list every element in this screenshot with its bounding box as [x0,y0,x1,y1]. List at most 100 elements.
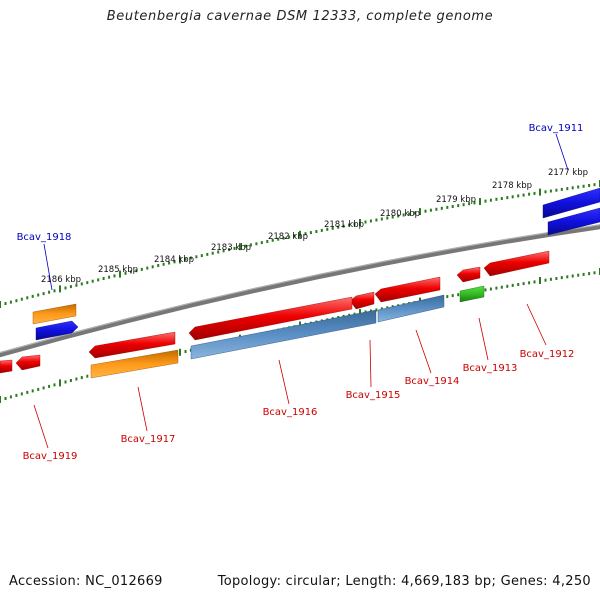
minor-tick [391,215,394,219]
gene-bcav-1916-fwd[interactable] [188,296,353,341]
gene-bcav-1911-b[interactable] [547,207,600,236]
minor-tick [282,236,285,240]
minor-tick [271,238,274,242]
major-tick [359,309,361,317]
minor-tick [517,283,520,286]
scale-label: 2177 kbp [548,168,588,178]
minor-tick [457,204,460,208]
minor-tick [342,224,345,228]
leader-line-bcav-1912 [526,303,547,346]
gene-bcav-1916[interactable] [190,309,377,360]
minor-tick [337,225,340,229]
minor-tick [489,287,492,291]
gene-bcav-1917-fwd[interactable] [88,331,176,359]
minor-tick [484,199,487,203]
major-tick [59,285,61,293]
gene-bcav-1914-fwd[interactable] [374,276,441,303]
minor-tick [408,212,411,216]
minor-tick [173,260,176,264]
minor-tick [260,241,263,245]
gene-bcav-1911-a[interactable] [542,187,600,219]
minor-tick [506,284,509,288]
minor-tick [495,197,498,201]
minor-tick [462,203,465,207]
minor-tick [151,265,154,269]
minor-tick [20,392,23,396]
gene-label-bcav-1911[interactable]: Bcav_1911 [529,123,584,134]
minor-tick [293,234,296,238]
gene-bcav-1919[interactable] [15,354,41,371]
gene-bcav-1918-orange[interactable] [32,303,77,325]
minor-tick [222,249,225,253]
minor-tick [48,290,51,294]
gene-label-bcav-1912[interactable]: Bcav_1912 [520,349,575,360]
gene-bcav-1914[interactable] [377,294,445,323]
minor-tick [320,228,323,232]
minor-tick [249,243,252,247]
gene-label-bcav-1914[interactable]: Bcav_1914 [405,376,460,387]
minor-tick [184,350,187,353]
gene-bcav-1913[interactable] [459,285,485,303]
minor-tick [26,296,29,300]
minor-tick [500,197,503,200]
scale-label: 2183 kbp [211,243,251,253]
minor-tick [157,264,160,267]
minor-tick [26,390,29,394]
gene-label-bcav-1918[interactable]: Bcav_1918 [17,232,72,243]
genome-backbone-highlight [0,224,600,354]
major-tick [359,219,361,226]
scale-label: 2182 kbp [268,232,308,242]
minor-tick [560,276,563,280]
minor-tick [9,395,12,399]
minor-tick [91,279,94,283]
gene-label-bcav-1916[interactable]: Bcav_1916 [263,407,318,418]
minor-tick [566,187,569,191]
minor-tick [255,242,258,246]
scale-label: 2181 kbp [324,220,364,230]
minor-tick [397,214,400,218]
gene-bcav-1917[interactable] [90,349,179,379]
minor-tick [37,293,40,297]
minor-tick [244,244,247,248]
minor-tick [195,255,198,259]
minor-tick [577,273,580,277]
minor-tick [31,294,34,298]
gene-bcav-1915[interactable] [349,291,375,310]
minor-tick [69,285,72,289]
minor-tick [140,267,143,271]
minor-tick [517,194,520,198]
minor-tick [446,295,449,299]
minor-tick [233,246,236,250]
minor-tick [80,282,83,286]
minor-tick [593,271,596,275]
minor-tick [375,308,378,312]
minor-tick [80,376,83,380]
minor-tick [206,252,209,256]
minor-tick [31,389,34,393]
minor-tick [75,377,78,381]
scale-ticks [0,180,600,308]
gene-bcav-1912-small[interactable] [456,266,481,283]
gene-label-bcav-1913[interactable]: Bcav_1913 [463,363,518,374]
minor-tick [489,198,492,202]
minor-tick [457,293,460,297]
gene-label-bcav-1919[interactable]: Bcav_1919 [23,451,78,462]
leader-line-bcav-1918 [43,243,53,291]
minor-tick [369,219,372,223]
minor-tick [424,209,427,213]
gene-bcav-1912[interactable] [483,250,550,277]
gene-label-bcav-1915[interactable]: Bcav_1915 [346,390,401,401]
gene-bcav-1919-edge[interactable] [0,359,13,374]
minor-tick [4,302,7,305]
minor-tick [451,294,454,298]
minor-tick [364,220,367,224]
minor-tick [15,393,18,397]
gene-label-bcav-1917[interactable]: Bcav_1917 [121,434,176,445]
gene-bcav-1918-blue[interactable] [35,320,79,341]
minor-tick [544,190,547,194]
minor-tick [506,196,509,200]
minor-tick [528,192,531,196]
minor-tick [386,216,389,220]
minor-tick [484,288,487,292]
minor-tick [533,191,536,195]
